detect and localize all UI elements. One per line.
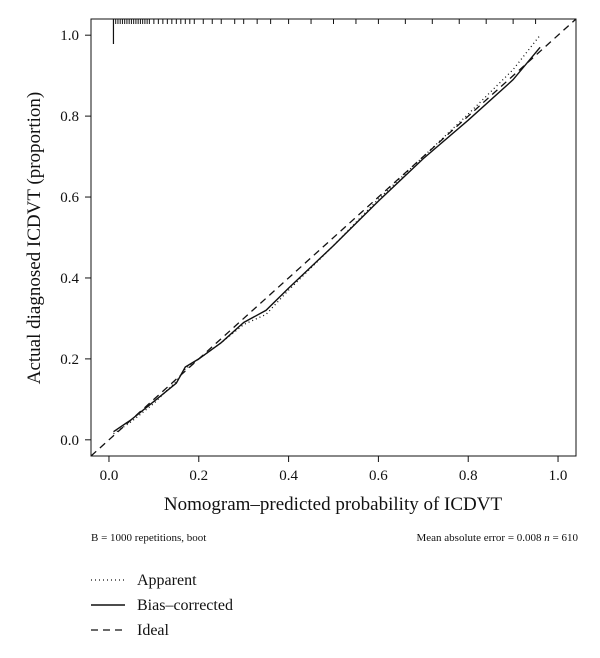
y-tick-label: 0.0 [60,433,79,449]
series-line-apparent [113,34,541,435]
x-tick-label: 0.4 [279,468,298,484]
legend: Apparent Bias–corrected Ideal [91,572,233,639]
mean-absolute-error-note: Mean absolute error = 0.008 n = 610 [417,532,579,544]
x-axis-label: Nomogram–predicted probability of ICDVT [164,494,503,515]
legend-item-apparent: Apparent [91,572,197,589]
x-tick-label: 0.2 [189,468,208,484]
repetitions-note: B = 1000 repetitions, boot [91,532,206,544]
x-tick-label: 0.0 [100,468,119,484]
y-tick-label: 0.2 [60,352,79,368]
legend-label-bias-corrected: Bias–corrected [137,597,233,614]
series-line-bias-corrected [113,46,541,433]
n-value: = 610 [550,532,579,544]
x-tick-label: 0.6 [369,468,388,484]
legend-label-apparent: Apparent [137,572,197,589]
plot-area [90,18,577,457]
mae-prefix: Mean absolute error = 0.008 [417,532,545,544]
x-tick-label: 1.0 [549,468,568,484]
y-axis: 0.0 0.2 0.4 0.6 0.8 1.0 [60,28,91,449]
legend-label-ideal: Ideal [137,622,170,639]
legend-item-bias-corrected: Bias–corrected [91,597,233,614]
y-tick-label: 1.0 [60,28,79,44]
y-axis-label: Actual diagnosed ICDVT (proportion) [24,92,45,385]
series-lines [90,18,577,457]
x-tick-label: 0.8 [459,468,478,484]
x-axis: 0.0 0.2 0.4 0.6 0.8 1.0 [100,456,568,484]
y-tick-label: 0.4 [60,271,79,287]
rug-marks [112,19,537,44]
legend-item-ideal: Ideal [91,622,170,639]
n-symbol: n [544,532,550,544]
y-tick-label: 0.8 [60,109,79,125]
y-tick-label: 0.6 [60,190,79,206]
series-line-ideal [90,18,577,457]
